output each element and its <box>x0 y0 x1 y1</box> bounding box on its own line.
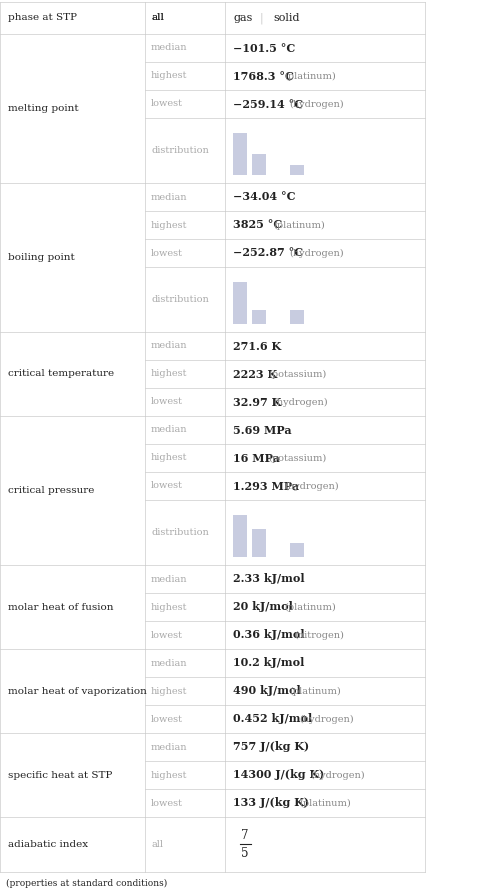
Text: (nitrogen): (nitrogen) <box>294 631 344 640</box>
Text: highest: highest <box>151 771 187 780</box>
Text: (hydrogen): (hydrogen) <box>283 481 338 491</box>
Text: |: | <box>259 13 262 24</box>
Text: (potassium): (potassium) <box>267 369 326 379</box>
Bar <box>251 529 265 557</box>
Text: 490 kJ/mol: 490 kJ/mol <box>232 685 300 696</box>
Text: −101.5 °C: −101.5 °C <box>232 42 295 54</box>
Text: median: median <box>151 659 187 668</box>
Text: lowest: lowest <box>151 99 183 108</box>
Text: 0.36 kJ/mol: 0.36 kJ/mol <box>232 630 304 641</box>
Text: highest: highest <box>151 220 187 229</box>
Text: 757 J/(kg K): 757 J/(kg K) <box>232 742 308 753</box>
Text: 0.452 kJ/mol: 0.452 kJ/mol <box>232 713 312 725</box>
Text: 14300 J/(kg K): 14300 J/(kg K) <box>232 770 324 780</box>
Text: lowest: lowest <box>151 248 183 257</box>
Text: 20 kJ/mol: 20 kJ/mol <box>232 601 292 613</box>
Text: solid: solid <box>272 13 299 23</box>
Text: highest: highest <box>151 602 187 611</box>
Text: all: all <box>151 13 163 22</box>
Text: 10.2 kJ/mol: 10.2 kJ/mol <box>232 658 304 668</box>
Text: highest: highest <box>151 369 187 378</box>
Bar <box>251 310 265 324</box>
Text: critical pressure: critical pressure <box>8 486 94 495</box>
Text: median: median <box>151 341 187 350</box>
Text: 32.97 K: 32.97 K <box>232 397 281 408</box>
Text: 5.69 MPa: 5.69 MPa <box>232 425 291 435</box>
Text: median: median <box>151 426 187 435</box>
Text: (hydrogen): (hydrogen) <box>273 398 327 407</box>
Text: 1.293 MPa: 1.293 MPa <box>232 480 299 492</box>
Text: (hydrogen): (hydrogen) <box>299 714 353 724</box>
Text: median: median <box>151 44 187 53</box>
Text: median: median <box>151 743 187 752</box>
Text: 3825 °C: 3825 °C <box>232 220 282 230</box>
Bar <box>289 543 304 557</box>
Text: −252.87 °C: −252.87 °C <box>232 247 303 259</box>
Text: (hydrogen): (hydrogen) <box>288 248 343 257</box>
Text: gas: gas <box>232 13 252 23</box>
Bar <box>232 282 246 324</box>
Text: lowest: lowest <box>151 398 183 407</box>
Text: 133 J/(kg K): 133 J/(kg K) <box>232 797 308 808</box>
Text: boiling point: boiling point <box>8 253 75 262</box>
Text: lowest: lowest <box>151 481 183 490</box>
Text: molar heat of vaporization: molar heat of vaporization <box>8 686 146 695</box>
Bar <box>251 154 265 176</box>
Text: −34.04 °C: −34.04 °C <box>232 192 295 202</box>
Text: distribution: distribution <box>151 295 208 304</box>
Text: (hydrogen): (hydrogen) <box>288 99 343 108</box>
Text: 7: 7 <box>241 829 248 842</box>
Text: 2223 K: 2223 K <box>232 368 277 380</box>
Text: (platinum): (platinum) <box>299 798 350 807</box>
Text: all: all <box>151 13 163 22</box>
Text: specific heat at STP: specific heat at STP <box>8 771 112 780</box>
Text: (potassium): (potassium) <box>267 453 326 462</box>
Text: highest: highest <box>151 686 187 695</box>
Text: distribution: distribution <box>151 146 208 155</box>
Text: phase at STP: phase at STP <box>8 13 77 22</box>
Bar <box>232 515 246 557</box>
Text: 5: 5 <box>241 847 248 860</box>
Text: lowest: lowest <box>151 798 183 807</box>
Text: (platinum): (platinum) <box>283 602 335 612</box>
Text: 1768.3 °C: 1768.3 °C <box>232 71 293 82</box>
Text: (platinum): (platinum) <box>288 686 340 695</box>
Text: median: median <box>151 574 187 583</box>
Text: (hydrogen): (hydrogen) <box>309 771 364 780</box>
Text: lowest: lowest <box>151 714 183 723</box>
Text: 16 MPa: 16 MPa <box>232 452 279 463</box>
Text: adiabatic index: adiabatic index <box>8 840 88 849</box>
Text: median: median <box>151 193 187 202</box>
Text: (platinum): (platinum) <box>283 72 335 81</box>
Text: critical temperature: critical temperature <box>8 369 114 378</box>
Text: highest: highest <box>151 72 187 81</box>
Text: molar heat of fusion: molar heat of fusion <box>8 602 113 611</box>
Text: distribution: distribution <box>151 528 208 537</box>
Text: lowest: lowest <box>151 631 183 640</box>
Bar <box>289 310 304 324</box>
Text: (platinum): (platinum) <box>273 220 325 229</box>
Bar <box>289 165 304 176</box>
Text: 271.6 K: 271.6 K <box>232 340 281 351</box>
Text: −259.14 °C: −259.14 °C <box>232 99 303 109</box>
Text: melting point: melting point <box>8 104 79 113</box>
Text: all: all <box>151 840 163 849</box>
Text: 2.33 kJ/mol: 2.33 kJ/mol <box>232 573 304 584</box>
Text: (properties at standard conditions): (properties at standard conditions) <box>6 878 167 888</box>
Bar <box>232 133 246 176</box>
Text: highest: highest <box>151 453 187 462</box>
